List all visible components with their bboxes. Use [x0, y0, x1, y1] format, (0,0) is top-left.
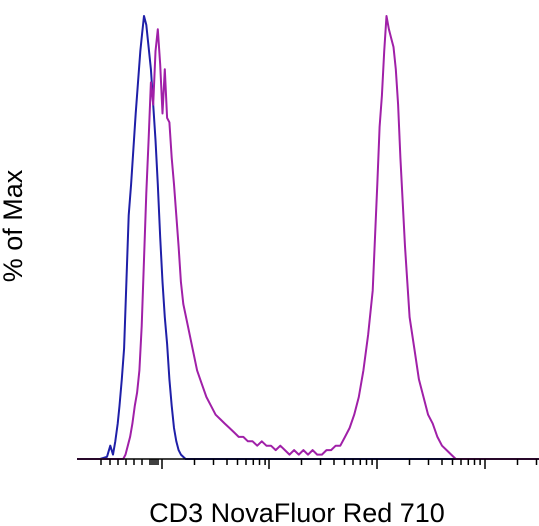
series-line-2 — [77, 15, 539, 460]
x-axis-label: CD3 NovaFluor Red 710 — [149, 498, 445, 526]
series-line-1 — [77, 15, 539, 460]
x-axis-ticks — [100, 459, 538, 469]
plot-area — [77, 15, 539, 460]
y-axis-label: % of Max — [0, 169, 28, 282]
